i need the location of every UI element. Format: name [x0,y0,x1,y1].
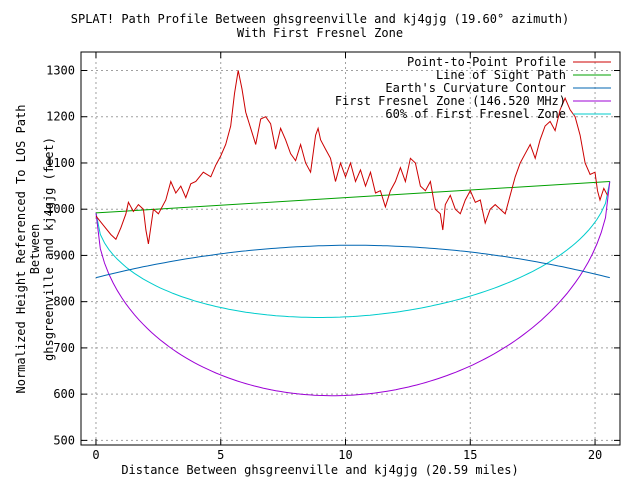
y-axis-label: Normalized Height Referenced To LOS Path… [14,99,56,399]
legend-label: Line of Sight Path [436,68,566,82]
axis-ticks: 0 5 10 15 20 500 600 700 800 900 1000 1100 1200 1300 [46,52,620,462]
series-line [95,244,610,279]
x-tick-label: 15 [463,448,477,462]
series-line [95,181,611,397]
y-tick-label: 1300 [46,63,75,77]
series-layer [95,70,611,397]
y-tick-label: 1100 [46,156,75,170]
y-tick-label: 900 [53,248,75,262]
chart-subtitle: With First Fresnel Zone [236,26,404,40]
x-tick-label: 10 [338,448,352,462]
series-line [95,70,608,244]
y-axis-label-line2: ghsgreenville and kj4gjg (feet) [42,137,56,361]
y-tick-label: 1000 [46,202,75,216]
series-line [95,181,611,318]
y-tick-label: 600 [53,387,75,401]
x-tick-label: 5 [217,448,224,462]
x-axis-label: Distance Between ghsgreenville and kj4gj… [121,463,519,477]
legend-label: Point-to-Point Profile [407,55,566,69]
legend-label: First Fresnel Zone (146.520 MHz) [335,94,566,108]
series-line [95,181,610,214]
y-tick-label: 500 [53,433,75,447]
y-axis-label-line1: Normalized Height Referenced To LOS Path… [14,104,42,394]
y-tick-label: 1200 [46,110,75,124]
chart-title: SPLAT! Path Profile Between ghsgreenvill… [70,12,570,26]
legend-label: Earth's Curvature Contour [385,81,566,95]
legend-label: 60% of First Fresnel Zone [385,107,566,121]
x-tick-label: 0 [92,448,99,462]
y-tick-label: 800 [53,295,75,309]
x-tick-label: 20 [588,448,602,462]
plot-border [80,51,621,446]
y-tick-label: 700 [53,341,75,355]
